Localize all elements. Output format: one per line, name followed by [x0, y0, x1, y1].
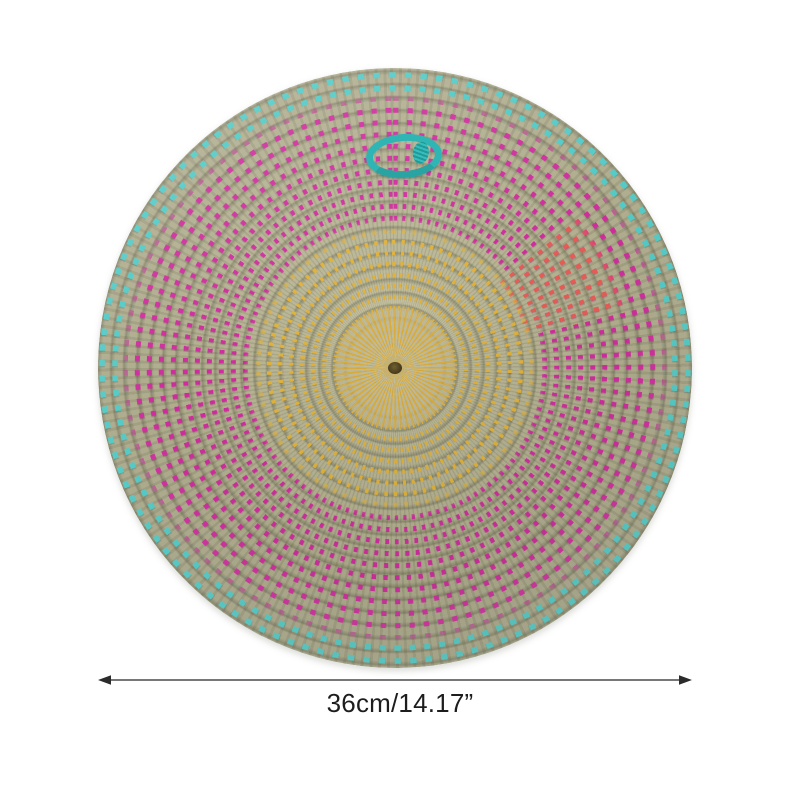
dimension-annotation: 36cm/14.17”: [0, 660, 800, 740]
center-knot: [387, 361, 403, 375]
arrowhead-left-icon: [98, 675, 111, 685]
dimension-arrow-line: [98, 675, 692, 685]
product-photo: [0, 0, 800, 680]
arrowhead-right-icon: [679, 675, 692, 685]
dimension-label: 36cm/14.17”: [326, 688, 474, 718]
